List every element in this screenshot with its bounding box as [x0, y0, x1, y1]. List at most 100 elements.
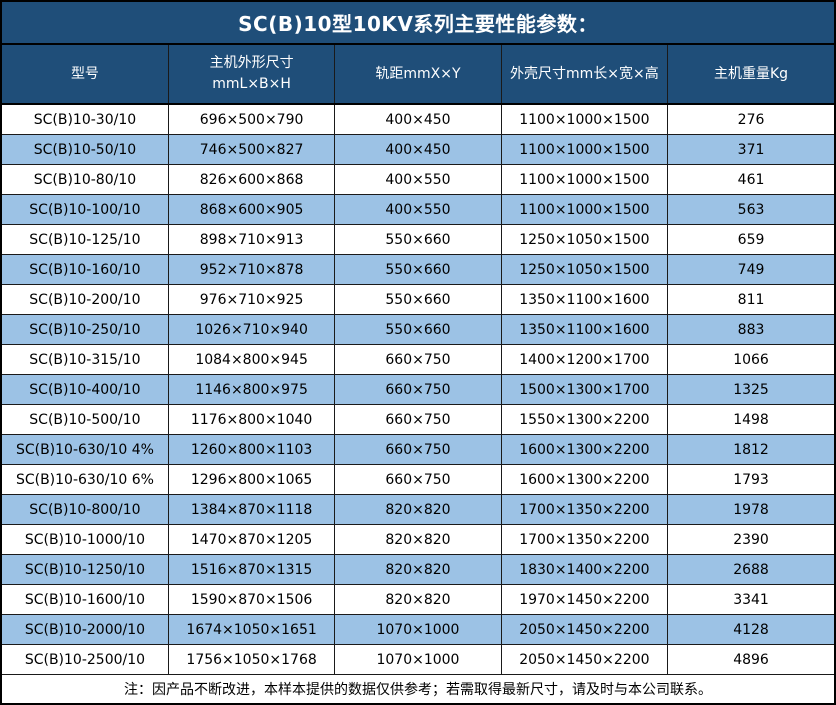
table-cell: 1325 [667, 374, 834, 405]
header-row: 型号 主机外形尺寸 mmL×B×H 轨距mmX×Y 外壳尺寸mm长×宽×高 主机… [2, 45, 834, 105]
table-row: SC(B)10-400/10 1146×800×975 660×750 1500×13… [2, 374, 834, 405]
table-cell: 400×450 [334, 103, 502, 135]
table-cell: 1470×870×1205 [167, 524, 336, 555]
table-cell: 550×660 [334, 254, 502, 285]
table-cell: 660×750 [334, 404, 502, 435]
table-cell: SC(B)10-160/10 [2, 254, 169, 285]
table-cell: 746×500×827 [167, 134, 336, 165]
table-cell: SC(B)10-1250/10 [2, 554, 169, 585]
column-header-weight: 主机重量Kg [667, 45, 834, 105]
table-cell: 461 [667, 164, 834, 195]
table-row: SC(B)10-1000/10 1470×870×1205 820×820 1700×… [2, 524, 834, 555]
table-cell: 1700×1350×2200 [500, 524, 669, 555]
table-cell: 1550×1300×2200 [500, 404, 669, 435]
table-cell: SC(B)10-200/10 [2, 284, 169, 315]
table-cell: 1350×1100×1600 [500, 284, 669, 315]
table-header: 型号 主机外形尺寸 mmL×B×H 轨距mmX×Y 外壳尺寸mm长×宽×高 主机… [2, 45, 834, 105]
table-cell: SC(B)10-1600/10 [2, 584, 169, 615]
table-cell: 1070×1000 [334, 644, 502, 675]
table-cell: 1296×800×1065 [167, 464, 336, 495]
table-cell: 400×450 [334, 134, 502, 165]
table-cell: 660×750 [334, 434, 502, 465]
table-cell: 749 [667, 254, 834, 285]
table-cell: 1600×1300×2200 [500, 434, 669, 465]
table-cell: 1498 [667, 404, 834, 435]
table-row: SC(B)10-160/10 952×710×878 550×660 1250×105… [2, 254, 834, 285]
table-cell: 371 [667, 134, 834, 165]
table-cell: 1176×800×1040 [167, 404, 336, 435]
table-cell: 1600×1300×2200 [500, 464, 669, 495]
table-row: SC(B)10-1250/10 1516×870×1315 820×820 1830×… [2, 554, 834, 585]
table-cell: 820×820 [334, 524, 502, 555]
spec-table: 型号 主机外形尺寸 mmL×B×H 轨距mmX×Y 外壳尺寸mm长×宽×高 主机… [2, 45, 834, 675]
table-cell: 826×600×868 [167, 164, 336, 195]
table-cell: 811 [667, 284, 834, 315]
column-header-main-dimensions: 主机外形尺寸 mmL×B×H [167, 45, 336, 105]
table-cell: SC(B)10-100/10 [2, 194, 169, 225]
table-cell: SC(B)10-2500/10 [2, 644, 169, 675]
table-cell: 1146×800×975 [167, 374, 336, 405]
table-row: SC(B)10-30/10 696×500×790 400×450 1100×1000… [2, 103, 834, 135]
column-header-model: 型号 [2, 45, 169, 105]
table-cell: 1970×1450×2200 [500, 584, 669, 615]
table-cell: 1250×1050×1500 [500, 254, 669, 285]
table-cell: 1100×1000×1500 [500, 103, 669, 135]
table-cell: SC(B)10-30/10 [2, 103, 169, 135]
table-cell: 1830×1400×2200 [500, 554, 669, 585]
table-cell: SC(B)10-630/10 6% [2, 464, 169, 495]
table-cell: SC(B)10-315/10 [2, 344, 169, 375]
table-row: SC(B)10-50/10 746×500×827 400×450 1100×1000… [2, 134, 834, 165]
table-cell: 1100×1000×1500 [500, 134, 669, 165]
column-header-main-dimensions-line1: 主机外形尺寸 [209, 55, 294, 71]
table-cell: 1674×1050×1651 [167, 614, 336, 645]
table-cell: 276 [667, 103, 834, 135]
table-cell: 660×750 [334, 344, 502, 375]
table-cell: 1756×1050×1768 [167, 644, 336, 675]
table-row: SC(B)10-800/10 1384×870×1118 820×820 1700×1… [2, 494, 834, 525]
table-cell: 1066 [667, 344, 834, 375]
table-row: SC(B)10-80/10 826×600×868 400×550 1100×1000… [2, 164, 834, 195]
column-header-main-dimensions-line2: mmL×B×H [212, 76, 291, 92]
table-cell: 4128 [667, 614, 834, 645]
table-cell: 1260×800×1103 [167, 434, 336, 465]
table-cell: 696×500×790 [167, 103, 336, 135]
table-cell: 2688 [667, 554, 834, 585]
table-row: SC(B)10-2500/10 1756×1050×1768 1070×1000 20… [2, 644, 834, 675]
table-row: SC(B)10-1600/10 1590×870×1506 820×820 1970×… [2, 584, 834, 615]
table-cell: 952×710×878 [167, 254, 336, 285]
table-row: SC(B)10-125/10 898×710×913 550×660 1250×105… [2, 224, 834, 255]
table-cell: 820×820 [334, 584, 502, 615]
table-cell: 898×710×913 [167, 224, 336, 255]
table-cell: SC(B)10-2000/10 [2, 614, 169, 645]
table-cell: 1812 [667, 434, 834, 465]
table-row: SC(B)10-315/10 1084×800×945 660×750 1400×12… [2, 344, 834, 375]
table-cell: 1590×870×1506 [167, 584, 336, 615]
table-cell: SC(B)10-125/10 [2, 224, 169, 255]
table-cell: 1700×1350×2200 [500, 494, 669, 525]
table-cell: 1084×800×945 [167, 344, 336, 375]
table-cell: 400×550 [334, 164, 502, 195]
table-cell: SC(B)10-1000/10 [2, 524, 169, 555]
column-header-track-gauge: 轨距mmX×Y [334, 45, 502, 105]
table-cell: 400×550 [334, 194, 502, 225]
table-cell: 550×660 [334, 314, 502, 345]
table-cell: 3341 [667, 584, 834, 615]
table-cell: 1516×870×1315 [167, 554, 336, 585]
table-cell: 4896 [667, 644, 834, 675]
column-header-shell-dimensions: 外壳尺寸mm长×宽×高 [500, 45, 669, 105]
table-cell: 1250×1050×1500 [500, 224, 669, 255]
table-row: SC(B)10-250/10 1026×710×940 550×660 1350×11… [2, 314, 834, 345]
table-cell: 1384×870×1118 [167, 494, 336, 525]
table-cell: SC(B)10-500/10 [2, 404, 169, 435]
table-row: SC(B)10-500/10 1176×800×1040 660×750 1550×1… [2, 404, 834, 435]
page-title: SC(B)10型10KV系列主要性能参数： [2, 2, 834, 45]
table-cell: 820×820 [334, 494, 502, 525]
table-cell: 2390 [667, 524, 834, 555]
footnote: 注：因产品不断改进，本样本提供的数据仅供参考；若需取得最新尺寸，请及时与本公司联… [2, 675, 834, 703]
table-cell: 550×660 [334, 224, 502, 255]
table-cell: 550×660 [334, 284, 502, 315]
table-cell: 659 [667, 224, 834, 255]
table-cell: 1500×1300×1700 [500, 374, 669, 405]
table-cell: 1793 [667, 464, 834, 495]
